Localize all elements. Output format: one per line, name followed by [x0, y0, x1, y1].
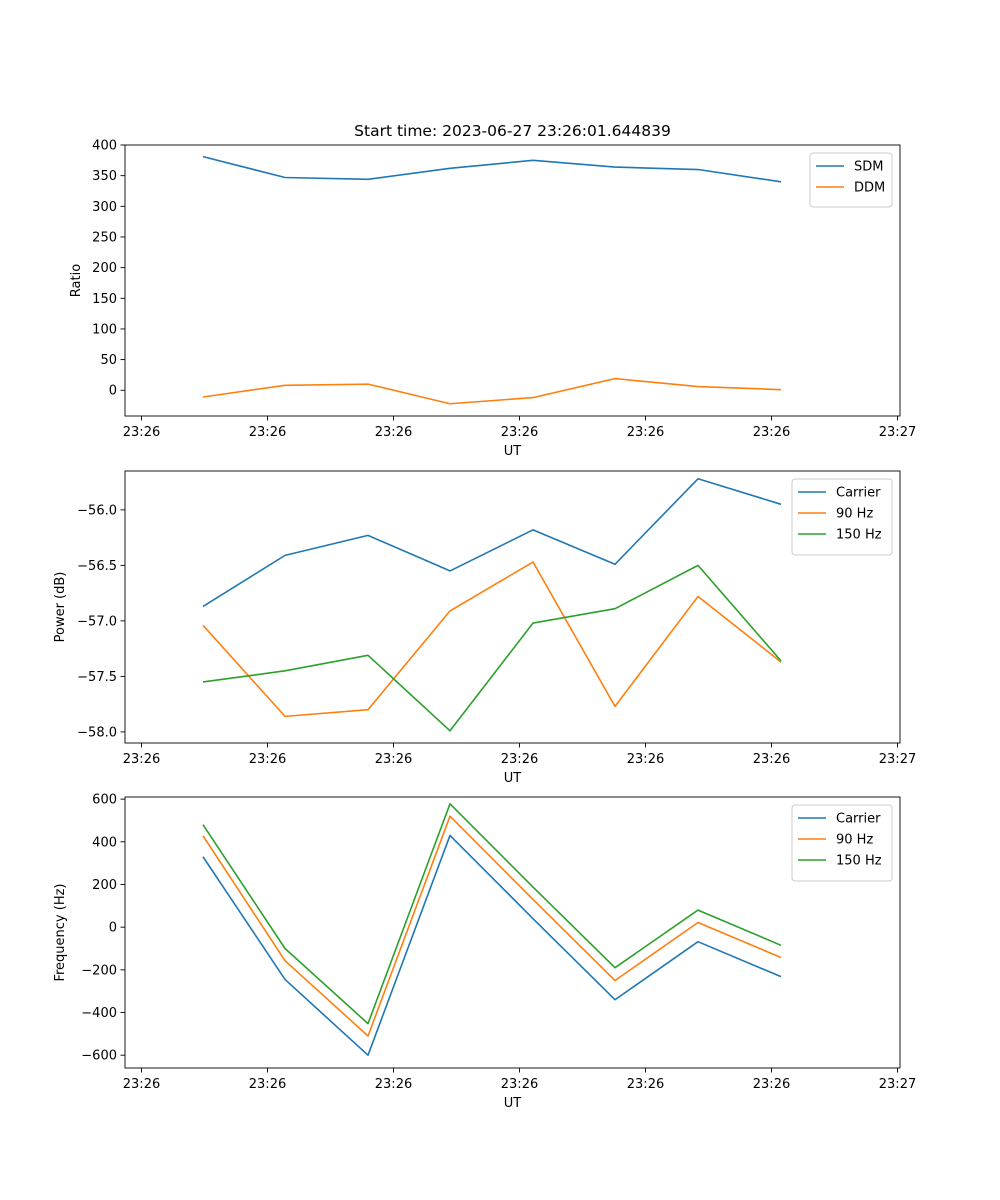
p2-legend-label-2: 90 Hz	[836, 507, 873, 522]
p2-legend-label-1: Carrier	[836, 486, 881, 501]
p3-x-tick-label-1: 23:26	[123, 1077, 160, 1092]
p1-y-tick-label-8: 350	[92, 169, 117, 184]
p3-x-tick-label-7: 23:27	[879, 1077, 916, 1092]
p3-y-tick-label-2: −400	[81, 1006, 117, 1021]
p2-series-3-line	[202, 564, 782, 732]
p1-x-tick-label-3: 23:26	[375, 425, 412, 440]
p3-x-axis-label: UT	[504, 1096, 522, 1111]
p1-y-tick-label-1: 0	[109, 384, 117, 399]
p2-x-tick-label-2: 23:26	[249, 752, 286, 767]
p3-y-tick-label-5: 200	[92, 878, 117, 893]
p2-x-tick-label-3: 23:26	[375, 752, 412, 767]
p3-legend-box	[791, 804, 893, 882]
p2-x-tick-label-4: 23:26	[501, 752, 538, 767]
p2-y-axis-label: Power (dB)	[53, 572, 68, 643]
p1-y-tick-label-3: 100	[92, 322, 117, 337]
p2-y-tick-label-1: −58.0	[77, 725, 117, 740]
p2-y-tick-label-3: −57.0	[77, 614, 117, 629]
p1-y-axis-label: Ratio	[69, 264, 84, 297]
p1-x-tick-label-2: 23:26	[249, 425, 286, 440]
p1-series-1-line	[202, 155, 782, 183]
p2-axes-frame	[124, 470, 901, 744]
p2-y-tick-label-2: −57.5	[77, 670, 117, 685]
p1-x-tick-label-6: 23:26	[753, 425, 790, 440]
p3-y-tick-label-3: −200	[81, 963, 117, 978]
p2-series-2-line	[202, 561, 782, 718]
p3-x-tick-label-6: 23:26	[753, 1077, 790, 1092]
p3-x-tick-label-5: 23:26	[627, 1077, 664, 1092]
p3-series-1-line	[202, 834, 782, 1056]
p2-x-tick-label-1: 23:26	[123, 752, 160, 767]
p1-x-axis-label: UT	[504, 444, 522, 459]
p2-x-tick-label-6: 23:26	[753, 752, 790, 767]
p3-y-tick-label-1: −600	[81, 1049, 117, 1064]
p3-x-tick-label-4: 23:26	[501, 1077, 538, 1092]
p3-series-3-line	[202, 803, 782, 1025]
p1-axes-frame	[124, 144, 901, 417]
p3-legend-label-3: 150 Hz	[836, 854, 882, 869]
p1-chart-title: Start time: 2023-06-27 23:26:01.644839	[354, 122, 671, 140]
p3-axes-frame	[124, 796, 901, 1069]
p3-legend-label-2: 90 Hz	[836, 833, 873, 848]
p3-x-tick-label-2: 23:26	[249, 1077, 286, 1092]
p2-y-tick-label-5: −56.0	[77, 503, 117, 518]
p3-y-axis-label: Frequency (Hz)	[53, 883, 68, 981]
p1-y-tick-label-4: 150	[92, 292, 117, 307]
p2-legend-label-3: 150 Hz	[836, 528, 882, 543]
p2-x-tick-label-5: 23:26	[627, 752, 664, 767]
p1-series-2-line	[202, 377, 782, 405]
p1-legend-label-2: DDM	[854, 181, 885, 196]
p1-y-tick-label-9: 400	[92, 139, 117, 154]
p3-y-tick-label-4: 0	[109, 921, 117, 936]
p1-y-tick-label-5: 200	[92, 261, 117, 276]
p2-legend-box	[791, 478, 893, 556]
p1-legend-label-1: SDM	[854, 160, 883, 175]
p1-y-tick-label-6: 250	[92, 230, 117, 245]
p3-legend-label-1: Carrier	[836, 812, 881, 827]
p1-y-tick-label-7: 300	[92, 200, 117, 215]
p1-y-tick-label-2: 50	[100, 353, 117, 368]
p3-x-tick-label-3: 23:26	[375, 1077, 412, 1092]
p1-x-tick-label-4: 23:26	[501, 425, 538, 440]
p2-y-tick-label-4: −56.5	[77, 559, 117, 574]
p1-x-tick-label-1: 23:26	[123, 425, 160, 440]
p1-x-tick-label-5: 23:26	[627, 425, 664, 440]
p3-series-2-line	[202, 815, 782, 1037]
p2-x-axis-label: UT	[504, 771, 522, 786]
p2-x-tick-label-7: 23:27	[879, 752, 916, 767]
p1-x-tick-label-7: 23:27	[879, 425, 916, 440]
p3-y-tick-label-6: 400	[92, 835, 117, 850]
p3-y-tick-label-7: 600	[92, 793, 117, 808]
p2-series-1-line	[202, 477, 782, 608]
